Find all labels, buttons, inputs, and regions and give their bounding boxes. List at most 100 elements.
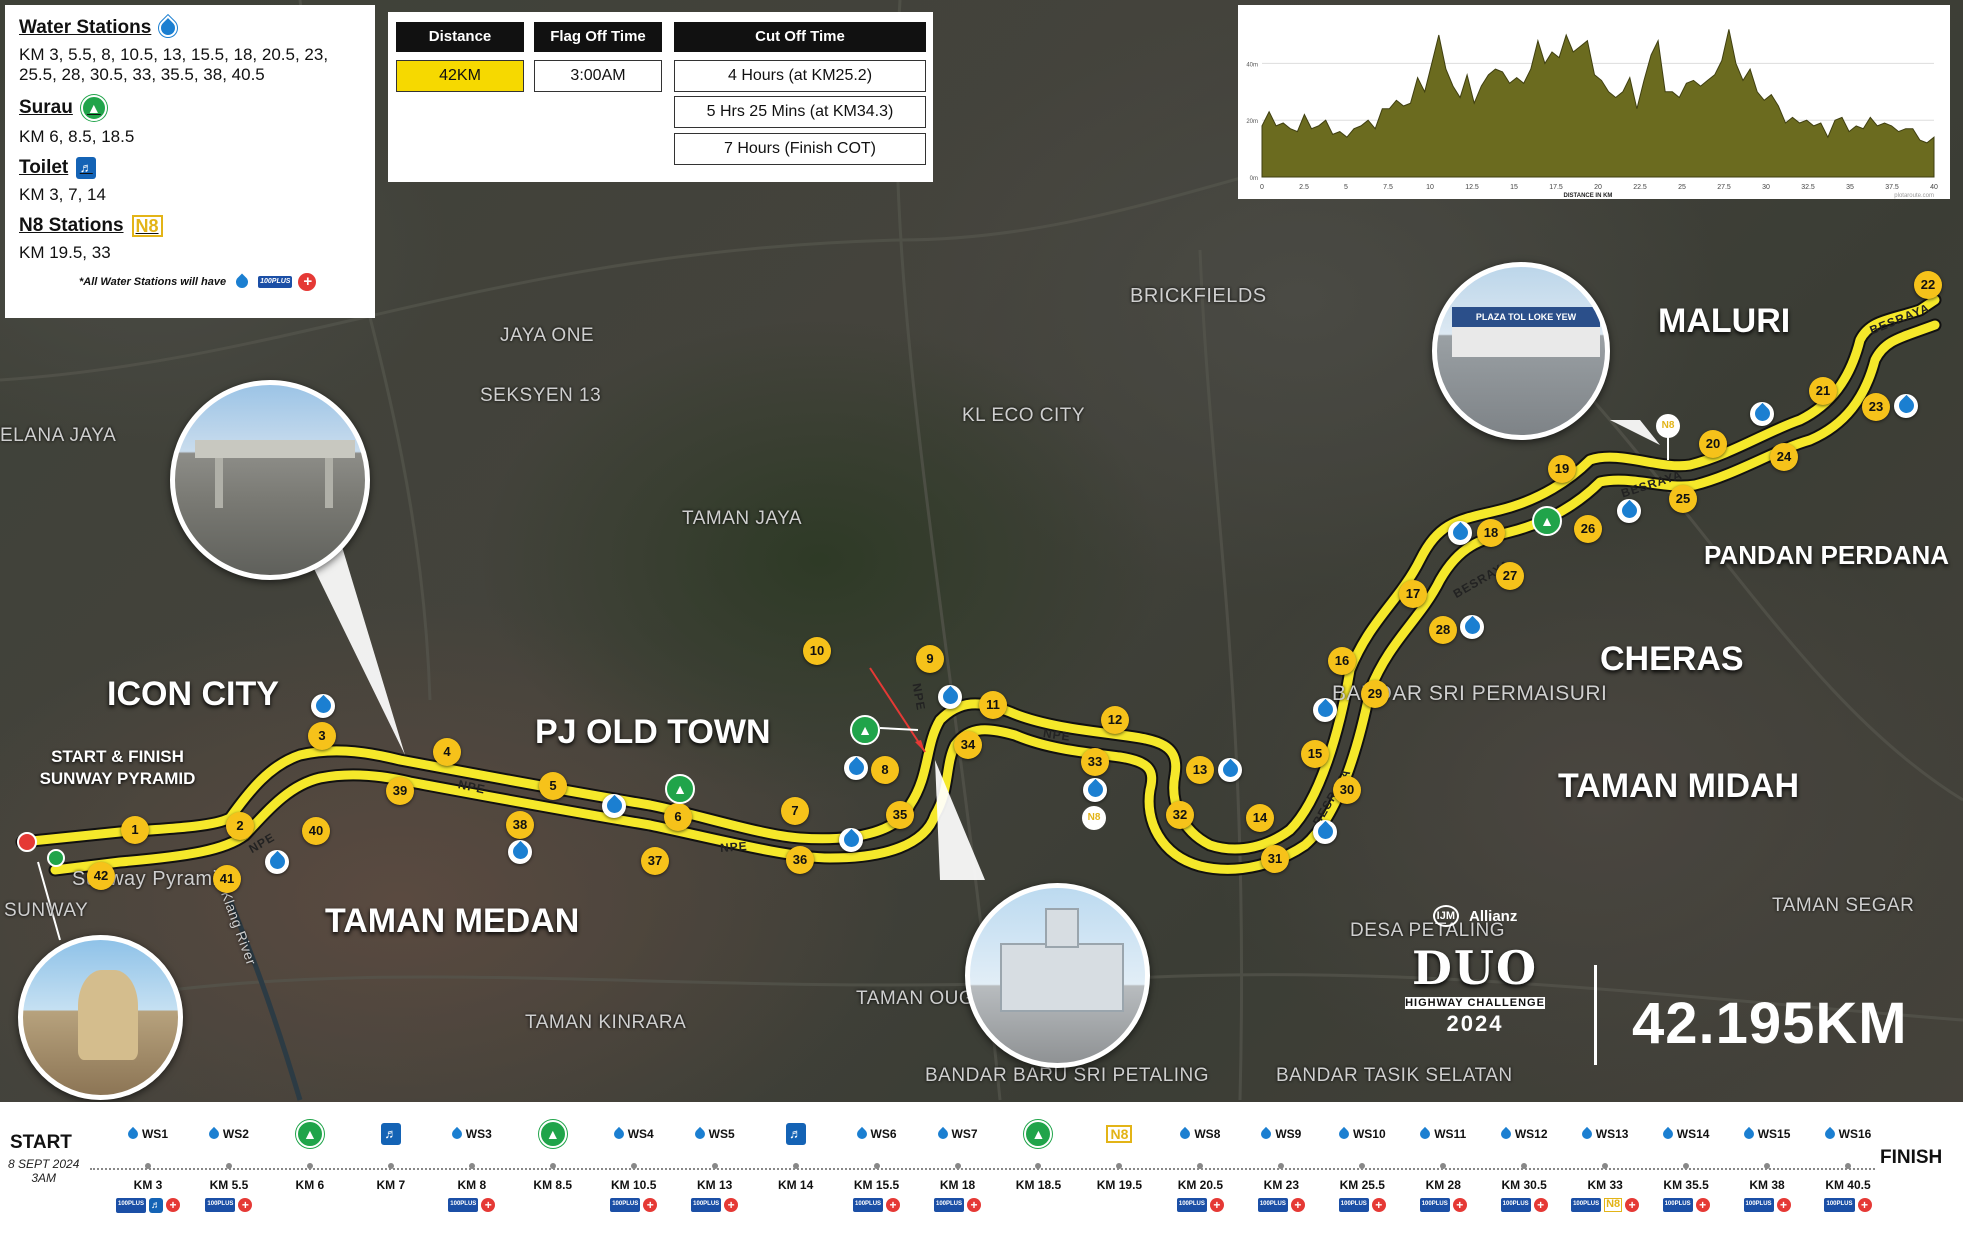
station-label: WS2 — [222, 1127, 249, 1141]
first-aid-icon: + — [1776, 1198, 1791, 1212]
water-drop-icon — [206, 1126, 221, 1142]
timeline-dot — [1116, 1163, 1123, 1169]
km-marker: 41 — [213, 865, 241, 893]
km-marker: 28 — [1429, 616, 1457, 644]
km-marker: 23 — [1862, 393, 1890, 421]
100plus-logo: 100PLUS — [853, 1198, 884, 1212]
km-marker: 42 — [87, 862, 115, 890]
km-marker: 13 — [1186, 756, 1214, 784]
km-marker: 15 — [1301, 740, 1329, 768]
station-services: 100PLUS + — [1727, 1198, 1807, 1212]
timeline-finish: FINISH — [1880, 1147, 1943, 1168]
water-drop-icon — [935, 1126, 950, 1142]
100plus-logo: 100PLUS — [258, 276, 293, 288]
station-km: KM 8 — [457, 1178, 487, 1192]
km-marker: 33 — [1081, 748, 1109, 776]
first-aid-icon: + — [1452, 1198, 1467, 1212]
station-km: KM 3 — [133, 1178, 163, 1192]
first-aid-icon: + — [1625, 1198, 1640, 1212]
station-label: WS14 — [1676, 1127, 1710, 1141]
surau-icon: ▲ — [538, 1120, 567, 1148]
station-header: WS2 — [189, 1120, 269, 1148]
water-station-icon — [311, 694, 335, 718]
elevation-x-tick: 0 — [1260, 184, 1264, 191]
station-header: N8 — [1079, 1120, 1159, 1148]
station-header: ♬ — [351, 1120, 431, 1148]
station-header: ♬ — [756, 1120, 836, 1148]
place-label: BANDAR TASIK SELATAN — [1276, 1065, 1513, 1086]
water-drop-icon — [1336, 1126, 1352, 1142]
timeline-dot — [954, 1163, 961, 1169]
station-km: KM 35.5 — [1663, 1178, 1709, 1192]
elevation-x-tick: 20 — [1594, 184, 1602, 191]
place-label: KL ECO CITY — [962, 405, 1086, 426]
water-drop-icon — [1418, 1126, 1433, 1142]
km-marker: 2 — [226, 812, 254, 840]
km-marker: 22 — [1914, 271, 1942, 299]
elevation-x-tick: 17.5 — [1549, 184, 1563, 191]
start-finish-label: START & FINISH SUNWAY PYRAMID — [20, 746, 215, 790]
area-label: PJ OLD TOWN — [535, 713, 771, 751]
legend-note: *All Water Stations will have 100PLUS + — [79, 273, 361, 291]
km-marker: 39 — [386, 777, 414, 805]
timeline-start: START — [10, 1132, 72, 1153]
legend-n8-km: KM 19.5, 33 — [19, 243, 111, 262]
timeline-dot — [306, 1163, 313, 1169]
toilet-icon: ♬ — [76, 157, 97, 179]
finish-point — [47, 849, 65, 867]
elevation-x-tick: 5 — [1344, 184, 1348, 191]
station-timeline: START 8 SEPT 2024 3AM WS1 KM 3 100PLUS ♬ + WS… — [0, 1102, 1963, 1242]
km-marker: 36 — [786, 846, 814, 874]
legend-toilet-title: Toilet — [19, 157, 69, 178]
water-station-icon — [938, 685, 962, 709]
100plus-logo: 100PLUS — [205, 1198, 236, 1212]
station-label: WS8 — [1194, 1127, 1221, 1141]
timeline-line — [90, 1168, 1875, 1170]
km-marker: 21 — [1809, 377, 1837, 405]
first-aid-icon: + — [166, 1198, 180, 1212]
station-services: 100PLUS + — [594, 1198, 674, 1212]
sponsor-ijm: IJM — [1432, 905, 1459, 927]
first-aid-icon: + — [1533, 1198, 1548, 1212]
100plus-logo: 100PLUS — [934, 1198, 965, 1212]
water-station-icon — [1750, 402, 1774, 426]
legend-toilet: Toilet ♬ — [19, 157, 361, 179]
first-aid-icon: + — [967, 1198, 982, 1212]
station-label: WS12 — [1514, 1127, 1548, 1141]
station-header: WS9 — [1241, 1120, 1321, 1148]
station-header: WS1 — [108, 1120, 188, 1148]
elevation-x-tick: 12.5 — [1465, 184, 1479, 191]
elevation-credit: plotaroute.com — [1894, 193, 1934, 199]
station-km: KM 28 — [1425, 1178, 1461, 1192]
km-marker: 17 — [1399, 580, 1427, 608]
timeline-dot — [711, 1163, 718, 1169]
km-marker: 40 — [302, 817, 330, 845]
station-km: KM 25.5 — [1339, 1178, 1385, 1192]
km-marker: 18 — [1477, 519, 1505, 547]
km-marker: 12 — [1101, 706, 1129, 734]
km-marker: 10 — [803, 637, 831, 665]
station-label: WS7 — [951, 1127, 978, 1141]
station-km: KM 10.5 — [611, 1178, 657, 1192]
km-marker: 7 — [781, 797, 809, 825]
km-marker: 4 — [433, 738, 461, 766]
first-aid-icon: + — [1695, 1198, 1710, 1212]
station-services: 100PLUS + — [837, 1198, 917, 1212]
water-drop-icon — [611, 1126, 626, 1142]
photo-sunway-lion — [18, 935, 183, 1100]
n8-station-icon: N8 — [1656, 414, 1680, 438]
timeline-dot — [873, 1163, 880, 1169]
elevation-x-tick: 22.5 — [1633, 184, 1647, 191]
surau-icon: ▲ — [1024, 1120, 1053, 1148]
station-header: WS12 — [1484, 1120, 1564, 1148]
event-brand: IJM Allianz DUO HIGHWAY CHALLENGE 2024 — [1395, 905, 1555, 1075]
station-services: 100PLUS + — [675, 1198, 755, 1212]
photo-toll-plaza: PLAZA TOL LOKE YEW — [1432, 262, 1610, 440]
area-label: PANDAN PERDANA — [1704, 540, 1950, 570]
photo-building — [965, 883, 1150, 1068]
area-label: TAMAN MIDAH — [1558, 767, 1800, 805]
timeline-dot — [1521, 1163, 1528, 1169]
station-label: WS6 — [870, 1127, 897, 1141]
surau-icon: ▲ — [665, 774, 695, 804]
toilet-icon: ♬ — [149, 1198, 163, 1213]
